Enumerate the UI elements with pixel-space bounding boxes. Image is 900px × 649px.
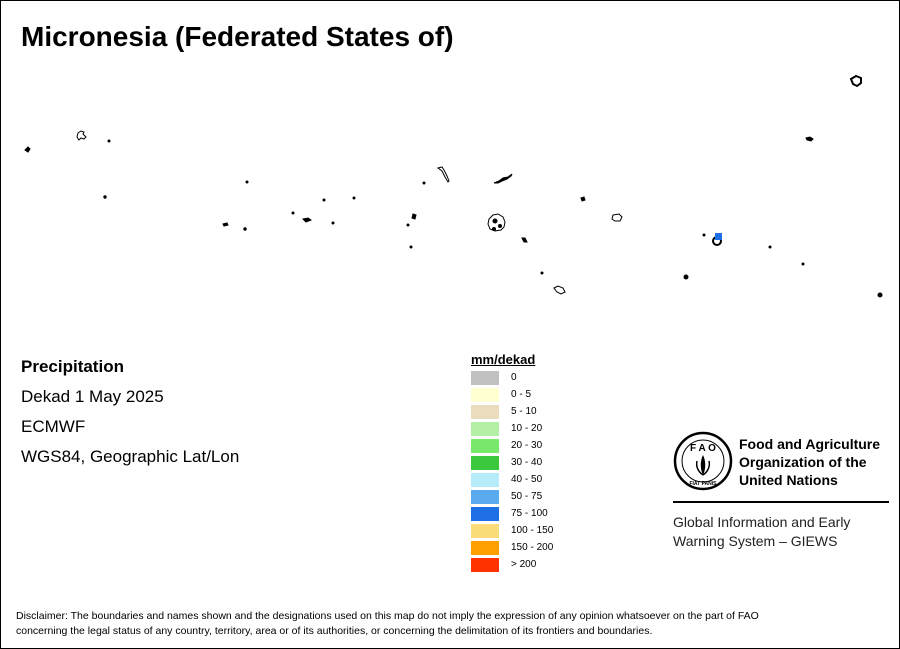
islet <box>498 224 502 228</box>
legend-item: 75 - 100 <box>471 506 548 523</box>
divider <box>673 501 889 503</box>
legend-item: 0 - 5 <box>471 387 535 404</box>
giews-line: Global Information and Early <box>673 514 851 530</box>
island-namoluk <box>493 173 513 184</box>
legend-swatch <box>471 507 499 521</box>
legend-label: 20 - 30 <box>511 440 543 451</box>
legend-label: 5 - 10 <box>511 406 537 417</box>
fao-name-line: United Nations <box>739 472 838 488</box>
islet <box>245 180 249 184</box>
map-info: Precipitation Dekad 1 May 2025 ECMWF WGS… <box>21 357 239 477</box>
legend-item: 150 - 200 <box>471 540 553 557</box>
legend-label: 150 - 200 <box>511 542 554 553</box>
island-chuuk <box>487 213 506 232</box>
legend-item: 50 - 75 <box>471 489 542 506</box>
legend-swatch <box>471 439 499 453</box>
islet <box>331 221 335 225</box>
legend-item: 10 - 20 <box>471 421 542 438</box>
legend-item: > 200 <box>471 557 537 574</box>
islet <box>540 271 544 275</box>
islet <box>103 195 107 199</box>
precip-cell-pohnpei <box>715 233 722 240</box>
legend-title: mm/dekad <box>471 352 536 367</box>
island-nukuoro <box>849 74 862 88</box>
islet <box>768 245 772 249</box>
islet <box>702 233 706 237</box>
islet <box>409 245 413 249</box>
source-label: ECMWF <box>21 417 86 436</box>
island-yap <box>24 146 31 153</box>
islet <box>291 211 295 215</box>
fao-emblem-icon: F A O FIAT PANIS <box>673 431 733 491</box>
island-namonuito <box>411 213 417 220</box>
islet <box>422 181 426 185</box>
svg-text:FIAT PANIS: FIAT PANIS <box>689 481 717 487</box>
island-pakin <box>611 213 623 222</box>
legend-label: 0 - 5 <box>511 389 532 400</box>
islet <box>243 227 247 231</box>
legend-label: 0 <box>511 372 517 383</box>
period-label: Dekad 1 May 2025 <box>21 387 164 406</box>
legend-item: 100 - 150 <box>471 523 553 540</box>
fao-organization-name: Food and Agriculture Organization of the… <box>739 435 889 489</box>
legend-label: 50 - 75 <box>511 491 543 502</box>
legend-swatch <box>471 473 499 487</box>
legend-swatch <box>471 490 499 504</box>
legend-label: 40 - 50 <box>511 474 543 485</box>
legend-item: 30 - 40 <box>471 455 542 472</box>
legend-item: 40 - 50 <box>471 472 542 489</box>
legend-swatch <box>471 388 499 402</box>
svg-text:F A O: F A O <box>690 443 716 454</box>
islet <box>322 198 326 202</box>
legend-item: 5 - 10 <box>471 404 537 421</box>
legend-label: 30 - 40 <box>511 457 543 468</box>
legend-swatch <box>471 541 499 555</box>
legend-label: 75 - 100 <box>511 508 548 519</box>
islet <box>492 227 496 231</box>
giews-line: Warning System – GIEWS <box>673 533 838 549</box>
disclaimer-line: concerning the legal status of any count… <box>16 625 653 637</box>
island-mokil <box>805 136 814 142</box>
islet <box>107 139 111 143</box>
islet <box>877 292 883 298</box>
islet <box>801 262 805 266</box>
islet <box>406 223 410 227</box>
legend-label: 100 - 150 <box>511 525 554 536</box>
island-woleai <box>222 222 229 227</box>
legend-label: > 200 <box>511 559 537 570</box>
island-ulithi <box>76 130 87 141</box>
legend-item: 20 - 30 <box>471 438 542 455</box>
disclaimer: Disclaimer: The boundaries and names sho… <box>16 609 886 639</box>
map-title: Micronesia (Federated States of) <box>21 21 454 52</box>
fao-name-line: Food and Agriculture <box>739 436 881 452</box>
island-satawan <box>553 285 566 295</box>
legend-swatch <box>471 456 499 470</box>
legend-item: 0 <box>471 370 535 387</box>
islands <box>24 74 883 298</box>
island-satawal <box>301 217 313 223</box>
legend-label: 10 - 20 <box>511 423 543 434</box>
legend-swatch <box>471 524 499 538</box>
island-oroluk <box>580 196 586 202</box>
legend-swatch <box>471 558 499 572</box>
giews-label: Global Information and Early Warning Sys… <box>673 513 893 551</box>
projection-label: WGS84, Geographic Lat/Lon <box>21 447 240 466</box>
disclaimer-line: Disclaimer: The boundaries and names sho… <box>16 610 759 622</box>
fao-name-line: Organization of the <box>739 454 867 470</box>
precipitation-legend: mm/dekad 0 0 - 5 5 - 10 10 - 20 20 - 30 … <box>471 352 553 574</box>
map-area <box>24 74 883 298</box>
islet <box>492 218 498 224</box>
legend-swatch <box>471 422 499 436</box>
legend-swatch <box>471 371 499 385</box>
islet <box>352 196 356 200</box>
islet <box>683 274 689 280</box>
island-mortlock <box>521 237 528 243</box>
island-hall <box>436 166 450 183</box>
legend-swatch <box>471 405 499 419</box>
variable-label: Precipitation <box>21 357 124 376</box>
